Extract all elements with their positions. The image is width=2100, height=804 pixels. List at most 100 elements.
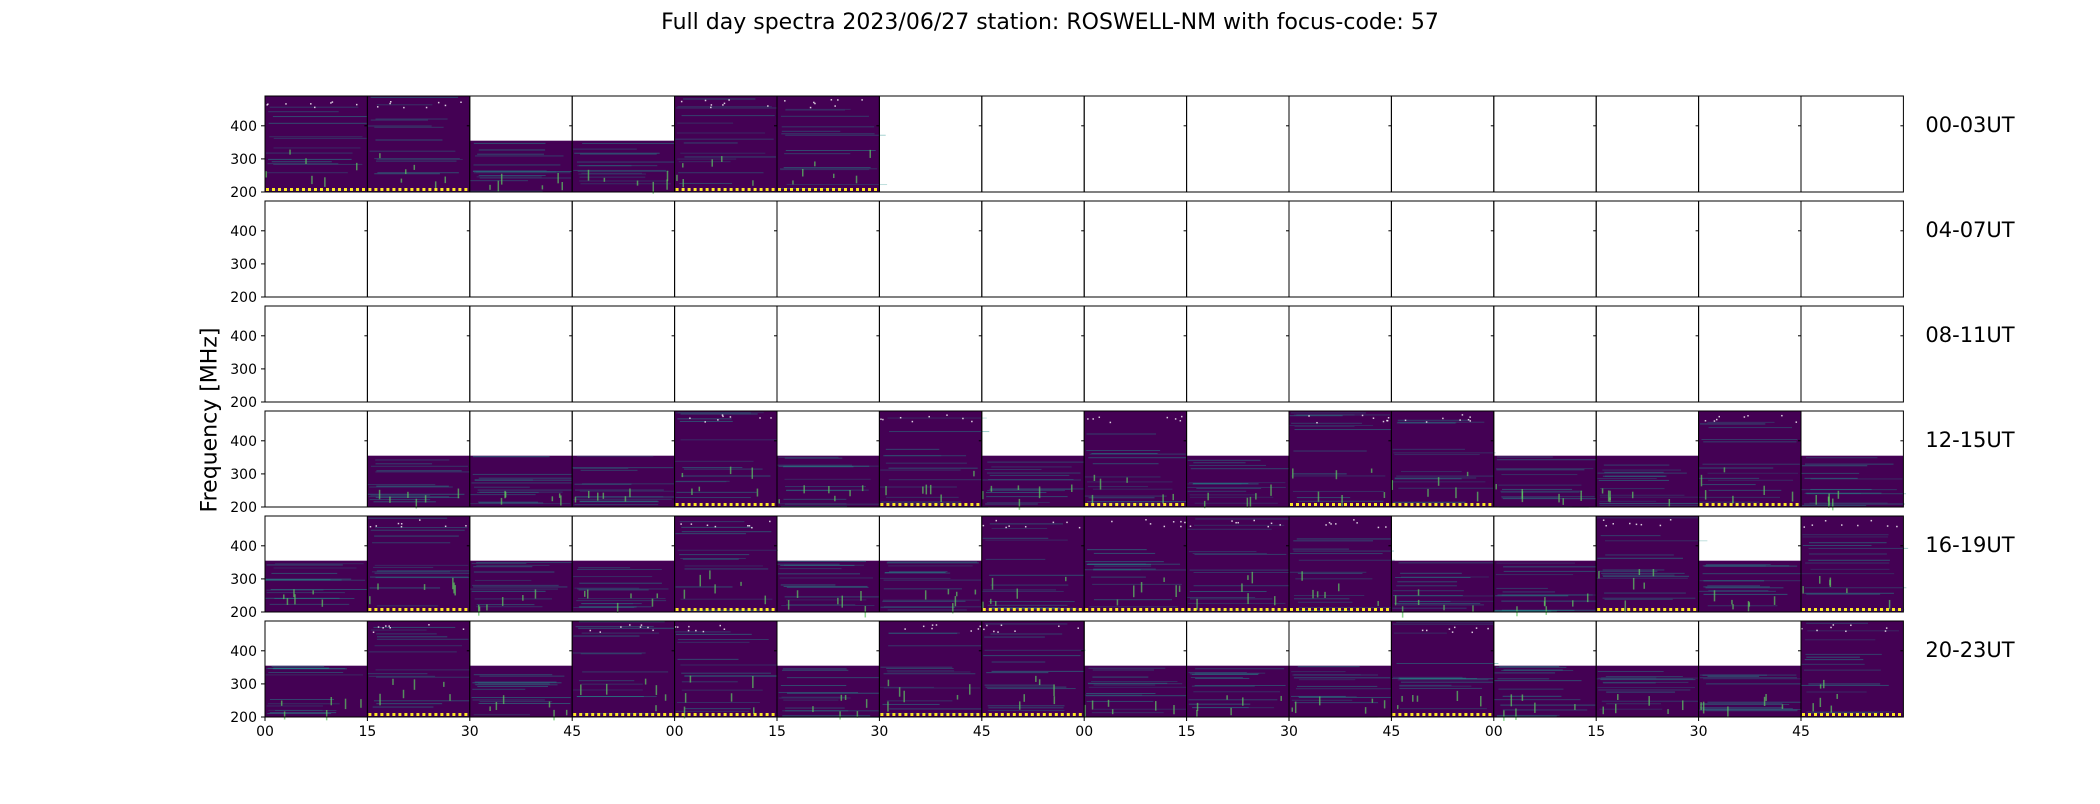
spectrum-blip	[602, 492, 605, 499]
spectrum-streak	[674, 481, 727, 483]
panel-frame	[1800, 410, 1904, 508]
spectrum-streak	[880, 469, 961, 471]
top-speckle	[389, 102, 391, 105]
spectrum-streak	[576, 695, 644, 697]
top-speckle	[1471, 631, 1474, 634]
top-speckle	[809, 106, 812, 109]
spectrum-streak	[982, 590, 1064, 592]
spectrogram-panel	[572, 455, 675, 507]
spectrum-streak	[680, 664, 778, 666]
spectrum-streak	[675, 497, 751, 499]
top-speckle	[1845, 630, 1847, 633]
spectrum-streak	[1707, 701, 1810, 703]
top-speckle	[1469, 420, 1472, 422]
spectrum-streak	[376, 676, 477, 678]
top-speckle	[814, 102, 816, 105]
spectrum-streak	[1398, 600, 1451, 602]
spectrum-streak	[475, 155, 564, 157]
spectrum-blip	[501, 597, 504, 606]
spectrum-blip	[954, 596, 957, 607]
spectrum-streak	[473, 571, 555, 573]
spectrum-streak	[367, 493, 465, 495]
spectrum-streak	[1195, 677, 1250, 679]
spectrum-blip	[312, 590, 314, 595]
spectrum-blip	[681, 472, 684, 478]
top-speckle	[460, 101, 462, 104]
spectrum-blip	[974, 589, 977, 595]
spectrum-blip	[630, 593, 632, 599]
top-speckle	[722, 104, 724, 106]
spectrum-streak	[1801, 472, 1860, 474]
x-tick-label: 00	[1075, 724, 1093, 740]
spectrum-blip	[561, 182, 563, 191]
panel-frame	[1288, 305, 1392, 403]
spectrum-streak	[1086, 433, 1157, 435]
panel-frame	[1390, 200, 1495, 298]
top-speckle	[1602, 519, 1605, 521]
spectrum-streak	[1601, 700, 1703, 702]
spectrum-blip	[636, 180, 639, 186]
spectrum-streak	[1393, 632, 1447, 634]
top-speckle	[1172, 521, 1175, 523]
spectrum-streak	[1392, 676, 1463, 678]
top-speckle	[674, 626, 677, 628]
spectrum-blip	[289, 149, 291, 155]
top-speckle	[931, 627, 933, 630]
spectrum-streak	[1292, 473, 1347, 475]
top-speckle	[1659, 524, 1662, 527]
top-speckle	[861, 99, 863, 101]
panel-frame	[264, 305, 368, 403]
spectrum-streak	[574, 489, 664, 491]
spectrum-streak	[370, 576, 469, 578]
spectrum-streak	[1399, 678, 1496, 680]
spectrum-streak	[1500, 490, 1583, 492]
top-speckle	[688, 625, 690, 628]
panel-frame	[878, 305, 983, 403]
spectrum-streak	[576, 569, 662, 571]
spectrum-streak	[375, 669, 474, 671]
spectrum-blip	[548, 701, 551, 708]
spectrum-streak	[472, 473, 574, 475]
spectrum-streak	[780, 169, 870, 171]
spectrum-streak	[1189, 569, 1291, 571]
spectrum-streak	[1698, 590, 1776, 592]
spectrum-blip	[664, 694, 667, 701]
top-speckle	[1453, 626, 1456, 629]
top-speckle	[759, 417, 761, 419]
top-speckle	[834, 105, 836, 107]
top-speckle	[1795, 421, 1798, 423]
spectrum-streak	[1193, 691, 1280, 693]
top-speckle	[1781, 414, 1783, 417]
spectrum-streak	[888, 632, 958, 634]
spectrum-streak	[376, 160, 457, 162]
spectrum-streak	[1597, 670, 1664, 672]
spectrum-streak	[1699, 674, 1797, 676]
spectrum-streak	[265, 152, 353, 154]
spectrum-streak	[1500, 704, 1596, 706]
spectrum-streak	[886, 670, 955, 672]
spectrum-streak	[268, 122, 367, 124]
spectrum-streak	[576, 600, 667, 602]
spectrum-blip	[802, 168, 804, 177]
spectrum-streak	[887, 609, 967, 611]
spectrum-streak	[785, 710, 879, 712]
spectrum-streak	[1298, 679, 1356, 681]
spectrum-blip	[500, 497, 503, 505]
y-tick-label: 400	[230, 119, 257, 135]
spectrogram-panel	[777, 455, 880, 507]
top-speckle	[1461, 414, 1464, 416]
spectrum-streak	[271, 161, 332, 163]
spectrum-streak	[1396, 662, 1499, 664]
spectrum-blip	[1572, 600, 1574, 607]
spectrum-blip	[796, 590, 799, 598]
spectrum-streak	[1293, 595, 1365, 597]
spectrum-streak	[879, 486, 957, 488]
spectrogram-panel	[1801, 621, 1904, 717]
y-axis-label: Frequency [MHz]	[197, 327, 223, 513]
spectrum-streak	[1810, 478, 1903, 480]
panel-frame	[469, 305, 573, 403]
spectrum-streak	[368, 675, 436, 677]
spectrum-streak	[1598, 677, 1698, 679]
spectrogram-panel	[1493, 455, 1597, 507]
spectrum-streak	[268, 158, 352, 160]
